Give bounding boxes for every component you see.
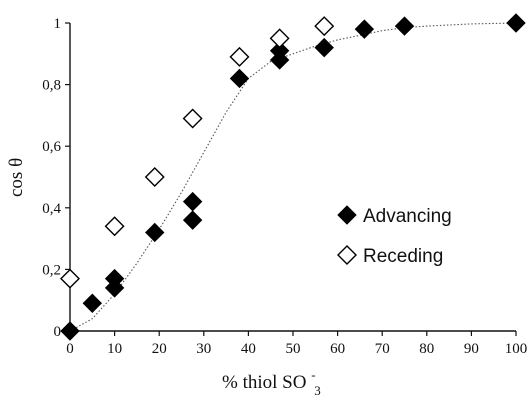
x-tick-label: 20: [152, 341, 167, 357]
legend-receding-marker: [337, 245, 357, 265]
advancing-point: [145, 222, 165, 243]
x-tick-label: 0: [66, 341, 74, 357]
advancing-point: [104, 268, 125, 289]
advancing-point: [506, 13, 526, 33]
advancing-point: [182, 191, 203, 212]
receding-point: [229, 46, 250, 67]
x-tick-label: 50: [286, 341, 301, 357]
data-points: [60, 13, 526, 341]
x-ticks: 0 10 20 30 40 50 60 70 80 90 100: [66, 331, 527, 357]
x-tick-label: 40: [241, 341, 256, 357]
x-axis-title-main: % thiol SO: [222, 372, 306, 393]
advancing-point: [82, 293, 103, 313]
x-axis-title: % thiol SO - 3: [222, 363, 321, 398]
receding-point: [60, 268, 80, 289]
x-tick-label: 90: [464, 341, 479, 357]
y-axis-title: cos θ: [6, 158, 27, 197]
receding-point: [144, 167, 165, 187]
y-tick-label: 1: [54, 16, 62, 32]
receding-point: [104, 216, 125, 237]
x-tick-label: 100: [505, 341, 528, 357]
advancing-point: [182, 210, 203, 230]
advancing-point: [269, 41, 290, 61]
y-ticks: 0 0,2 0,4 0,6 0,8 1: [42, 16, 70, 340]
legend: Advancing Receding: [337, 205, 452, 267]
y-tick-label: 0,2: [42, 262, 61, 278]
y-tick-label: 0,8: [42, 78, 61, 94]
x-tick-label: 70: [375, 341, 390, 357]
x-tick-label: 10: [107, 341, 122, 357]
advancing-point: [60, 321, 80, 341]
x-tick-label: 60: [330, 341, 345, 357]
y-tick-label: 0,4: [42, 201, 61, 217]
advancing-point: [229, 68, 250, 89]
advancing-point: [354, 19, 375, 39]
y-tick-label: 0,6: [42, 139, 61, 155]
legend-advancing-marker: [337, 205, 357, 225]
x-axis-title-sub: 3: [314, 383, 321, 398]
receding-point: [182, 108, 203, 129]
advancing-point: [314, 37, 334, 58]
x-tick-label: 30: [196, 341, 211, 357]
x-tick-label: 80: [419, 341, 434, 357]
y-tick-label: 0: [54, 324, 62, 340]
legend-label: Receding: [363, 246, 443, 267]
axes: [69, 23, 516, 332]
fit-curve-layer: [69, 22, 517, 332]
advancing-point: [394, 16, 415, 36]
legend-label: Advancing: [363, 206, 452, 227]
receding-point: [314, 16, 335, 37]
fit-curve: [69, 22, 517, 332]
x-axis-title-sup: -: [311, 367, 315, 382]
receding-point: [269, 28, 290, 49]
